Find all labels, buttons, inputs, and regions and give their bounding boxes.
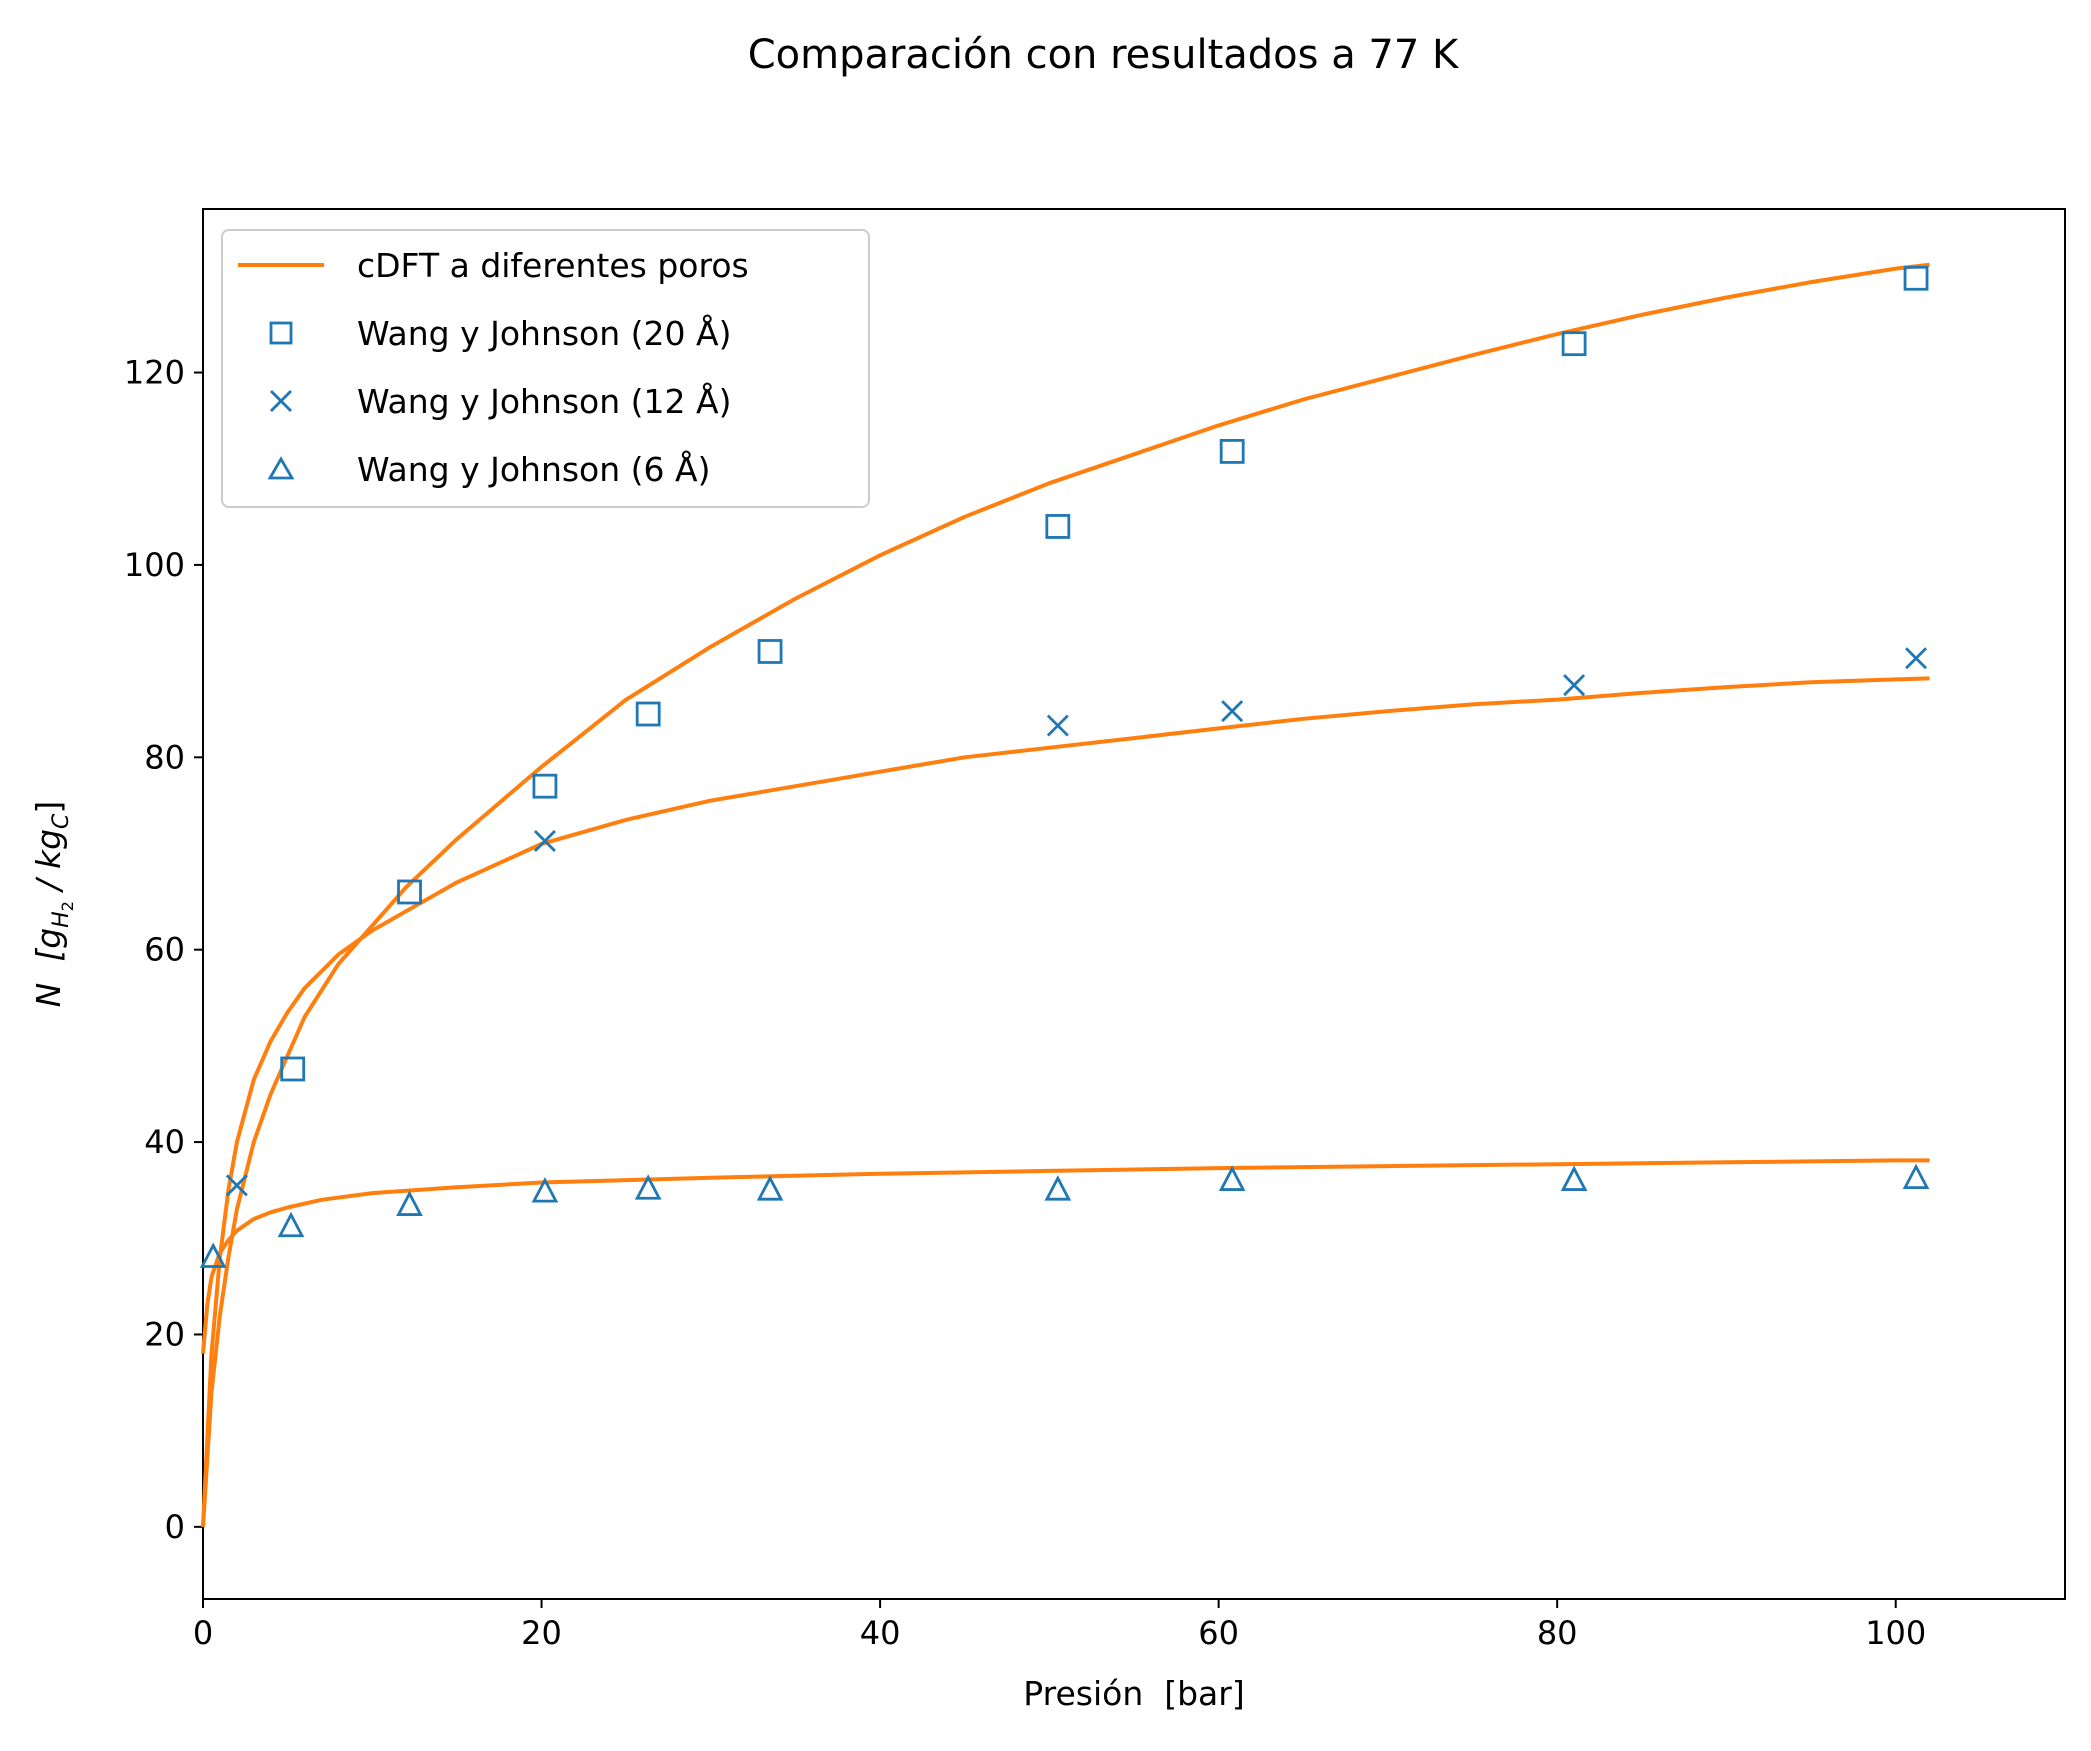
y-axis-label: N [gH2 / kgC] <box>29 801 77 1008</box>
y-tick-label: 100 <box>124 546 185 584</box>
y-tick-label: 120 <box>124 354 185 392</box>
y-tick-label: 60 <box>144 931 185 969</box>
marker-triangle-6a <box>199 1242 227 1268</box>
y-tick-label: 80 <box>144 738 185 776</box>
marker-square-20a <box>1219 439 1245 464</box>
marker-x-12a <box>1046 714 1069 737</box>
marker-x-12a <box>533 830 556 852</box>
chart-title: Comparación con resultados a 77 K <box>748 32 1460 78</box>
x-tick-label: 80 <box>1537 1614 1578 1652</box>
marker-triangle-6a <box>396 1190 423 1216</box>
marker-square-20a <box>1903 265 1929 291</box>
marker-triangle-6a <box>634 1174 662 1200</box>
cdft-curve-line <box>201 676 1930 1527</box>
x-tick-label: 0 <box>193 1614 213 1652</box>
y-tick-label: 40 <box>144 1123 185 1161</box>
marker-square-20a <box>635 701 661 727</box>
x-tick-label: 100 <box>1865 1614 1926 1652</box>
y-tick-label: 20 <box>144 1315 185 1353</box>
legend: cDFT a diferentes poros Wang y Johnson (… <box>221 229 870 508</box>
marker-triangle-6a <box>1902 1163 1930 1190</box>
x-tick-label: 60 <box>1198 1614 1239 1652</box>
cdft-curve-line <box>201 1158 1930 1354</box>
experimental-markers <box>199 265 1930 1268</box>
marker-square-20a <box>1045 514 1071 539</box>
marker-x-12a <box>225 1174 248 1197</box>
x-axis-label: Presión [bar] <box>1023 1674 1244 1713</box>
legend-triangle-marker <box>267 456 295 480</box>
marker-square-20a <box>757 639 783 664</box>
x-axis-ticks: 0 20 40 60 80 100 <box>193 1599 1926 1652</box>
y-tick-label: 0 <box>165 1508 185 1546</box>
marker-square-20a <box>1561 331 1587 357</box>
marker-square-20a <box>397 879 422 905</box>
marker-square-20a <box>532 773 558 799</box>
legend-label-20a: Wang y Johnson (20 Å) <box>357 313 731 353</box>
x-tick-label: 40 <box>860 1614 901 1652</box>
marker-triangle-6a <box>756 1175 784 1201</box>
legend-box <box>221 229 870 508</box>
legend-x-marker <box>270 390 292 412</box>
legend-label-cdft: cDFT a diferentes poros <box>357 246 749 285</box>
marker-triangle-6a <box>1560 1165 1588 1191</box>
legend-square-marker <box>269 321 293 345</box>
marker-square-20a <box>280 1056 306 1082</box>
marker-triangle-6a <box>531 1177 559 1203</box>
marker-triangle-6a <box>277 1211 305 1238</box>
marker-triangle-6a <box>1044 1175 1072 1201</box>
cdft-curves <box>201 262 1930 1528</box>
legend-label-6a: Wang y Johnson (6 Å) <box>357 449 710 489</box>
marker-x-12a <box>1905 647 1928 670</box>
marker-x-12a <box>1563 674 1586 697</box>
marker-x-12a <box>1221 700 1244 723</box>
plot-frame <box>202 208 2066 1600</box>
x-tick-label: 20 <box>521 1614 562 1652</box>
cdft-curve-line <box>201 262 1930 1528</box>
legend-label-12a: Wang y Johnson (12 Å) <box>357 381 731 421</box>
y-axis-ticks: 0 20 40 60 80 100 120 <box>124 354 203 1546</box>
marker-triangle-6a <box>1218 1165 1246 1191</box>
